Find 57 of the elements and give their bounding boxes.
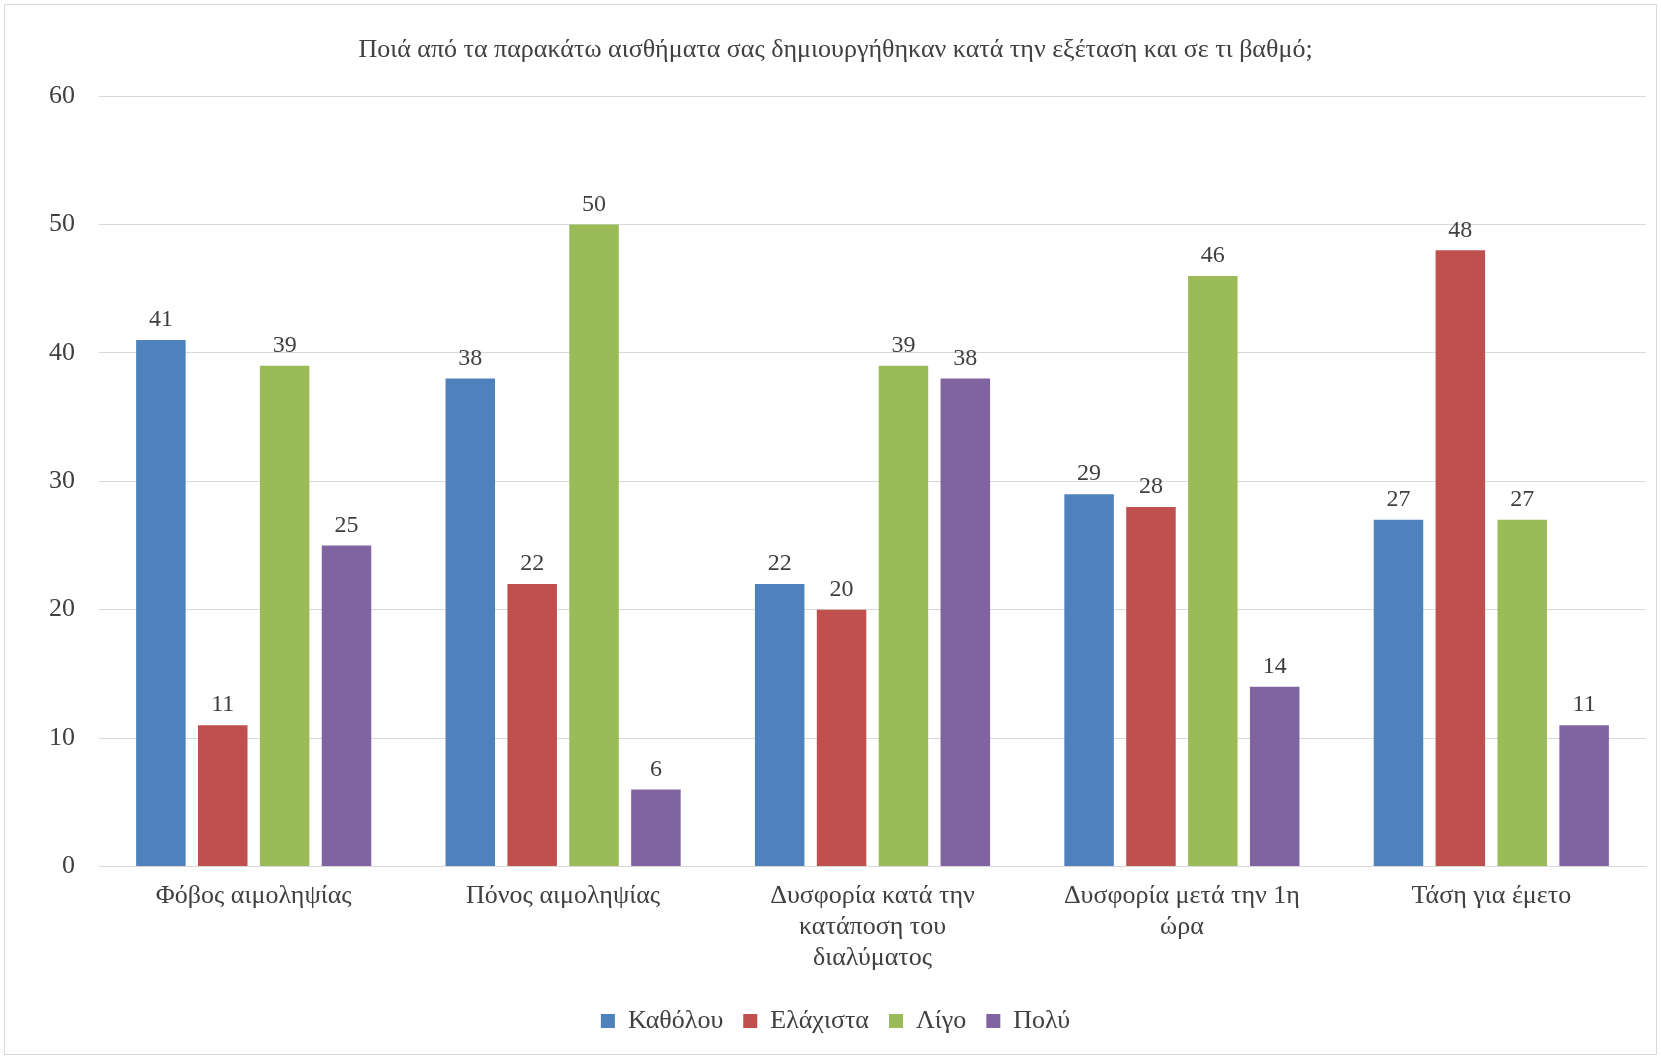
data-label: 11 — [211, 690, 235, 717]
bar — [321, 545, 372, 866]
data-label: 39 — [272, 331, 297, 358]
data-label: 20 — [829, 574, 854, 601]
bar — [1435, 250, 1486, 866]
bar — [816, 609, 867, 866]
data-label: 50 — [582, 189, 607, 216]
bar — [569, 224, 619, 866]
data-label: 38 — [458, 343, 483, 370]
bar — [754, 583, 805, 866]
x-tick-label: Τάση για έμετο — [1411, 879, 1572, 909]
bar — [1188, 275, 1238, 866]
data-label: 29 — [1077, 459, 1102, 486]
bar — [1559, 725, 1609, 866]
bar — [259, 365, 310, 866]
data-label: 46 — [1200, 241, 1225, 268]
data-label: 41 — [148, 305, 173, 332]
bar — [1126, 506, 1176, 866]
bar — [1064, 494, 1114, 866]
bar — [878, 365, 929, 866]
data-label: 38 — [953, 343, 978, 370]
legend-label: Λίγο — [915, 1004, 967, 1034]
y-tick-label: 0 — [62, 850, 75, 880]
data-label: 39 — [891, 331, 916, 358]
data-label: 27 — [1386, 485, 1411, 512]
data-label: 14 — [1262, 651, 1287, 678]
legend-label: Καθόλου — [627, 1004, 724, 1034]
data-label: 22 — [520, 549, 545, 576]
bar — [631, 789, 681, 866]
y-tick-label: 20 — [49, 593, 75, 623]
bar — [1497, 519, 1547, 866]
data-label: 25 — [334, 510, 359, 537]
x-tick-label: Πόνος αιμοληψίας — [466, 879, 661, 909]
x-tick-label: Δυσφορία κατά την κατάποση του διαλύματος — [770, 879, 976, 972]
legend-label: Πολύ — [1013, 1004, 1071, 1034]
bar — [940, 378, 991, 866]
data-label: 28 — [1138, 472, 1163, 499]
data-label: 48 — [1448, 215, 1473, 242]
bar — [198, 725, 248, 866]
data-label: 27 — [1510, 485, 1535, 512]
legend-label: Ελάχιστα — [770, 1004, 870, 1034]
bar — [445, 378, 496, 866]
y-tick-label: 10 — [49, 721, 75, 751]
x-tick-label: Φόβος αιμοληψίας — [155, 879, 353, 909]
bar — [1249, 686, 1300, 866]
data-label: 6 — [649, 754, 662, 781]
bar — [136, 340, 186, 866]
y-tick-label: 50 — [49, 208, 75, 238]
x-tick-label: Δυσφορία μετά την 1η ώρα — [1063, 879, 1300, 941]
y-tick-label: 40 — [49, 336, 75, 366]
y-tick-label: 60 — [49, 80, 75, 110]
bar — [1373, 519, 1424, 866]
y-tick-label: 30 — [49, 465, 75, 495]
data-label: 11 — [1572, 690, 1596, 717]
chart-title: Ποιά από τα παρακάτω αισθήματα σας δημιουργήθηκαν κατά την εξέταση και σε τι βαθμό; — [358, 34, 1313, 64]
bar — [507, 583, 557, 866]
data-label: 22 — [767, 549, 792, 576]
